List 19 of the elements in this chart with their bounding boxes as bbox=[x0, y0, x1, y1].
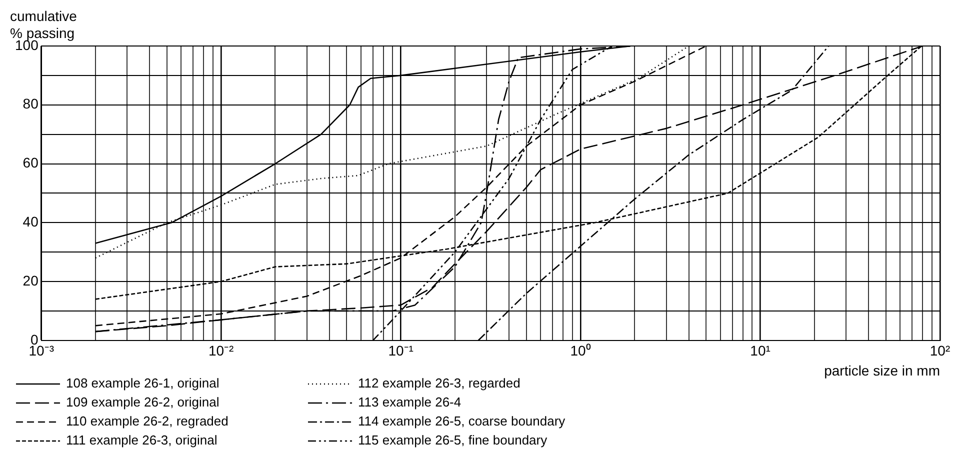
y-tick-label: 0 bbox=[30, 331, 39, 348]
x-tick-label: 10⁻¹ bbox=[388, 342, 414, 359]
x-tick-label: 10⁰ bbox=[570, 342, 591, 359]
y-tick-label: 40 bbox=[22, 214, 39, 230]
x-tick-label: 10² bbox=[930, 342, 950, 359]
legend-label: 113 example 26-4 bbox=[358, 394, 462, 410]
legend-label: 112 example 26-3, regarded bbox=[358, 376, 520, 391]
legend-label: 111 example 26-3, original bbox=[66, 432, 218, 448]
legend-label: 108 example 26-1, original bbox=[66, 376, 220, 391]
y-tick-label: 20 bbox=[22, 272, 39, 288]
y-tick-label: 80 bbox=[22, 96, 39, 112]
x-tick-label: 10⁻² bbox=[208, 342, 234, 359]
x-tick-label: 10¹ bbox=[750, 342, 771, 359]
y-tick-label: 60 bbox=[22, 154, 39, 171]
legend-label: 115 example 26-5, fine boundary bbox=[358, 432, 548, 448]
legend-label: 110 example 26-2, regraded bbox=[66, 414, 228, 429]
legend-label: 114 example 26-5, coarse boundary bbox=[358, 414, 566, 429]
x-axis-title: particle size in mm bbox=[824, 362, 940, 378]
legend-label: 109 example 26-2, original bbox=[66, 394, 220, 410]
